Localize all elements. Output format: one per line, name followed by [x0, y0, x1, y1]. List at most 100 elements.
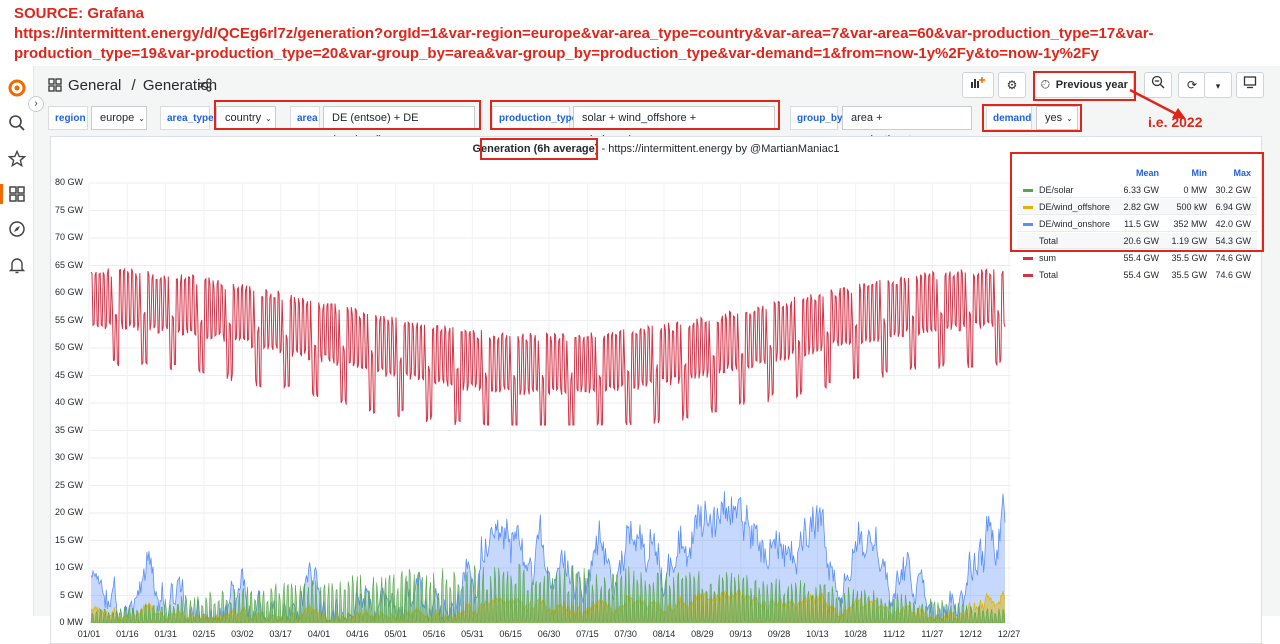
- var-label-group-by: group_by: [790, 106, 843, 130]
- dashboards-icon[interactable]: [7, 185, 27, 205]
- dashboard-settings-button[interactable]: ⚙: [998, 72, 1026, 98]
- panel-title-rest: - https://intermittent.energy by @Martia…: [598, 143, 840, 155]
- x-tick-label: 07/15: [576, 629, 599, 639]
- alerting-bell-icon[interactable]: [7, 256, 27, 276]
- tv-mode-button[interactable]: [1236, 72, 1264, 98]
- x-tick-label: 02/15: [192, 629, 216, 639]
- var-value-region: europe: [100, 112, 135, 124]
- annotation-box-title: [480, 138, 598, 160]
- legend-row[interactable]: DE/solar 6.33 GW 0 MW 30.2 GW: [1017, 182, 1257, 198]
- annotation-url-line2: production_type=19&var-production_type=2…: [14, 45, 1099, 62]
- var-select-region[interactable]: europe ⌄: [91, 106, 147, 130]
- legend-max-value: 30.2 GW: [1215, 185, 1251, 195]
- x-tick-label: 10/28: [844, 629, 867, 639]
- legend-row[interactable]: DE/wind_onshore 11.5 GW 352 MW 42.0 GW: [1017, 216, 1257, 232]
- var-label-area-type: area_type: [160, 106, 214, 130]
- sidebar: [0, 66, 34, 616]
- legend-mean-value: 20.6 GW: [1123, 236, 1159, 246]
- x-tick-label: 07/30: [614, 629, 637, 639]
- x-tick-label: 04/01: [307, 629, 331, 639]
- x-tick-label: 03/17: [269, 629, 292, 639]
- legend-series-name: Total: [1039, 236, 1059, 246]
- annotation-arrow: [1129, 88, 1186, 119]
- annotation-ie-note: i.e. 2022: [1148, 114, 1203, 130]
- var-select-demand[interactable]: yes ⌄: [1036, 106, 1078, 130]
- x-tick-label: 12/12: [959, 629, 982, 639]
- star-icon[interactable]: [7, 149, 27, 170]
- zoom-out-button[interactable]: [1144, 72, 1172, 98]
- legend-max-value: 74.6 GW: [1215, 253, 1251, 263]
- y-tick-label: 80 GW: [54, 177, 83, 187]
- breadcrumb-dashboard: Generation: [142, 77, 218, 94]
- y-tick-label: 65 GW: [54, 259, 83, 270]
- generation-panel: Generation (6h average) - https://interm…: [50, 136, 1262, 644]
- refresh-button[interactable]: ⟳: [1178, 72, 1206, 98]
- y-tick-label: 0 MW: [59, 617, 84, 627]
- legend-header-max[interactable]: Max: [1233, 168, 1251, 178]
- sidebar-expand-chevron-icon[interactable]: ›: [28, 96, 44, 112]
- y-tick-label: 5 GW: [59, 589, 83, 600]
- time-range-label: Previous year: [1055, 79, 1128, 91]
- y-tick-label: 50 GW: [54, 342, 83, 352]
- chevron-down-icon: ⌄: [265, 114, 272, 123]
- add-panel-button[interactable]: [962, 72, 994, 98]
- x-tick-label: 08/14: [652, 629, 676, 639]
- refresh-icon: ⟳: [1186, 78, 1198, 92]
- legend-header-mean[interactable]: Mean: [1135, 168, 1159, 178]
- legend-row[interactable]: sum 55.4 GW 35.5 GW 74.6 GW: [1017, 250, 1257, 266]
- y-tick-label: 40 GW: [54, 397, 83, 407]
- explore-compass-icon[interactable]: [7, 220, 27, 240]
- search-icon[interactable]: [7, 114, 27, 134]
- var-label-production-type: production_type: [492, 106, 577, 130]
- legend-series-name: DE/wind_offshore: [1039, 202, 1110, 212]
- y-tick-label: 20 GW: [54, 507, 83, 517]
- annotation-box-legend: [1010, 152, 1264, 252]
- x-tick-label: 01/01: [77, 629, 101, 639]
- legend-max-value: 42.0 GW: [1215, 219, 1251, 229]
- annotation-box-time-range: [1033, 71, 1136, 101]
- y-tick-label: 35 GW: [54, 424, 83, 435]
- x-tick-label: 12/27: [997, 629, 1021, 639]
- legend-row[interactable]: DE/wind_offshore 2.82 GW 500 kW 6.94 GW: [1017, 199, 1257, 215]
- legend-min-value: 352 MW: [1173, 219, 1207, 229]
- y-tick-label: 25 GW: [54, 479, 83, 490]
- topbar: General / Generation ⚙ 🕘︎ Previous year …: [34, 66, 1280, 104]
- annotation-box-area: [214, 100, 481, 130]
- x-tick-label: 05/01: [384, 629, 407, 639]
- y-tick-label: 45 GW: [54, 369, 83, 380]
- legend-min-value: 0 MW: [1183, 185, 1208, 195]
- share-icon[interactable]: [198, 78, 212, 97]
- legend-header-min[interactable]: Min: [1191, 168, 1208, 178]
- var-select-group-by[interactable]: area + production_type⌄: [842, 106, 972, 146]
- legend-mean-value: 11.5 GW: [1124, 219, 1159, 229]
- x-tick-label: 09/28: [767, 629, 791, 639]
- y-tick-label: 30 GW: [54, 452, 83, 462]
- annotation-url-line1: https://intermittent.energy/d/QCEg6rl7z/…: [14, 25, 1154, 42]
- y-tick-label: 10 GW: [54, 562, 83, 572]
- var-value-area-type: country: [225, 112, 262, 124]
- legend-row[interactable]: Total 20.6 GW 1.19 GW 54.3 GW: [1017, 233, 1257, 249]
- legend-header-row: Mean Min Max: [1017, 165, 1257, 181]
- x-tick-label: 05/16: [422, 629, 446, 639]
- breadcrumb-folder[interactable]: General: [68, 77, 122, 94]
- legend-series-name: DE/wind_onshore: [1039, 219, 1111, 229]
- x-tick-label: 05/31: [461, 629, 484, 639]
- panel-title[interactable]: Generation (6h average) - https://interm…: [51, 143, 1261, 155]
- legend-swatch: [1023, 223, 1033, 226]
- y-tick-label: 70 GW: [54, 232, 83, 242]
- legend-mean-value: 2.82 GW: [1123, 202, 1159, 212]
- annotation-source: SOURCE: Grafana: [14, 5, 145, 22]
- grafana-logo-icon[interactable]: [7, 78, 27, 98]
- grafana-app: › General / Generation ⚙ 🕘︎ Previous yea…: [0, 66, 1280, 644]
- legend-series-name: DE/solar: [1039, 185, 1074, 195]
- legend-min-value: 35.5 GW: [1171, 270, 1207, 280]
- legend-series-name: sum: [1039, 253, 1057, 263]
- time-range-picker[interactable]: 🕘︎ Previous year: [1034, 72, 1134, 98]
- series-line-sum: [90, 267, 1006, 427]
- legend-min-value: 1.19 GW: [1171, 236, 1207, 246]
- refresh-interval-dropdown[interactable]: ▾: [1204, 72, 1232, 98]
- clock-icon: 🕘︎: [1041, 79, 1050, 91]
- legend-mean-value: 55.4 GW: [1123, 253, 1159, 263]
- legend-row[interactable]: Total 55.4 GW 35.5 GW 74.6 GW: [1017, 267, 1257, 283]
- generation-chart[interactable]: [51, 137, 1011, 637]
